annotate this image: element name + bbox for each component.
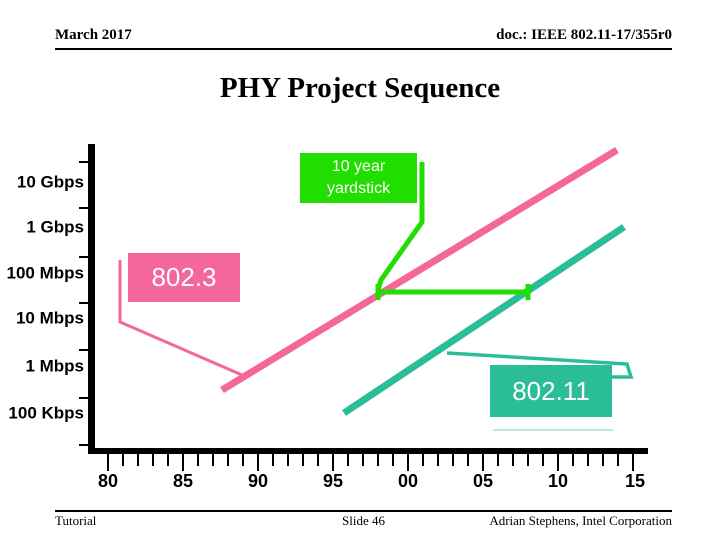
slide-header: March 2017 doc.: IEEE 802.11-17/355r0 xyxy=(55,27,672,44)
x-axis-tick-label: 95 xyxy=(322,471,344,491)
footer-rule xyxy=(55,510,672,512)
series-line-802-11 xyxy=(342,224,626,416)
y-axis-tick-label: 1 Gbps xyxy=(26,217,84,237)
series-line-802-3 xyxy=(220,147,619,393)
x-axis-tick-label: 80 xyxy=(97,471,119,491)
y-axis-tick-label: 10 Gbps xyxy=(16,172,84,192)
x-axis-bar xyxy=(88,448,648,454)
yardstick-label-line1: 10 year xyxy=(331,158,386,175)
callout-line-802-3 xyxy=(118,260,243,377)
header-rule xyxy=(55,48,672,50)
footer-left: Tutorial xyxy=(55,513,97,528)
slide-title: PHY Project Sequence xyxy=(219,72,501,104)
footer-author: Adrian Stephens, Intel Corporation xyxy=(489,513,672,528)
header-date: March 2017 xyxy=(55,27,132,43)
yardstick-label-line2: yardstick xyxy=(326,180,391,197)
x-axis-tick-label: 90 xyxy=(247,471,269,491)
y-axis-tick-label: 100 Mbps xyxy=(6,263,84,283)
header-doc-id: doc.: IEEE 802.11-17/355r0 xyxy=(496,27,672,43)
x-axis-tick-label: 15 xyxy=(624,471,646,491)
y-axis-tick-label: 1 Mbps xyxy=(25,356,84,376)
y-axis-tick-label: 100 Kbps xyxy=(8,403,84,423)
x-axis-tick-label: 85 xyxy=(172,471,194,491)
x-axis-tick-label: 10 xyxy=(547,471,569,491)
yardstick-annotation-label: 10 year yardstick xyxy=(300,153,417,203)
footer-page-number: Slide 46 xyxy=(342,513,385,528)
series-label-802-3: 802.3 xyxy=(128,253,240,302)
callout-line-802-11 xyxy=(446,351,634,379)
series-label-802-11: 802.11 xyxy=(490,365,612,417)
x-axis-tick-label: 05 xyxy=(472,471,494,491)
x-axis-tick-label: 00 xyxy=(397,471,419,491)
y-axis-tick-label: 10 Mbps xyxy=(15,308,84,328)
y-axis-bar xyxy=(88,144,95,454)
